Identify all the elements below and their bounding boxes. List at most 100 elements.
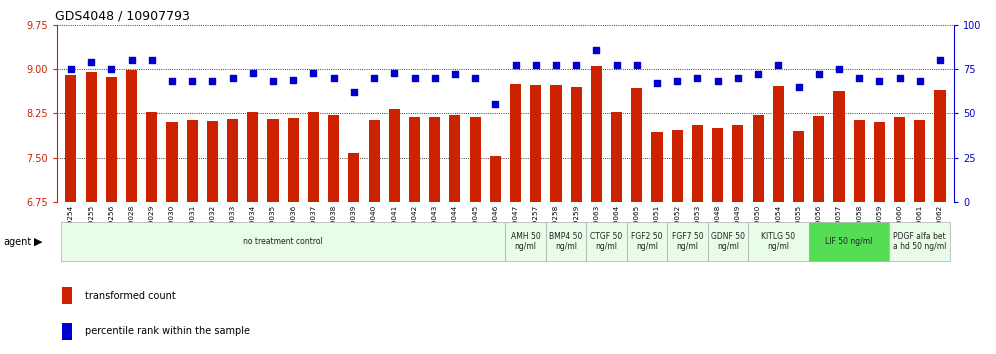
Point xyxy=(730,75,746,81)
Bar xyxy=(934,90,945,202)
Bar xyxy=(712,128,723,202)
Point xyxy=(164,79,180,84)
Point xyxy=(791,84,807,90)
Bar xyxy=(773,86,784,202)
Point xyxy=(508,63,524,68)
Bar xyxy=(349,153,360,202)
Bar xyxy=(753,115,764,202)
Text: percentile rank within the sample: percentile rank within the sample xyxy=(85,326,250,336)
Bar xyxy=(631,88,642,202)
FancyBboxPatch shape xyxy=(667,222,707,261)
Point xyxy=(528,63,544,68)
Bar xyxy=(207,121,218,202)
Text: FGF2 50
ng/ml: FGF2 50 ng/ml xyxy=(631,232,662,251)
FancyBboxPatch shape xyxy=(61,222,505,261)
Point xyxy=(467,75,483,81)
Point xyxy=(487,102,503,107)
Bar xyxy=(894,118,905,202)
Text: ▶: ▶ xyxy=(34,236,43,247)
Bar xyxy=(429,118,440,202)
Text: no treatment control: no treatment control xyxy=(243,237,323,246)
Point xyxy=(346,89,362,95)
Bar xyxy=(732,125,743,202)
Bar xyxy=(227,119,238,202)
Bar xyxy=(268,119,279,202)
Point xyxy=(245,70,261,75)
Bar xyxy=(551,85,562,202)
Point xyxy=(306,70,322,75)
Point xyxy=(609,63,624,68)
Bar xyxy=(530,85,542,202)
FancyBboxPatch shape xyxy=(809,222,889,261)
Point xyxy=(143,57,159,63)
Bar xyxy=(510,84,521,202)
Bar xyxy=(86,72,97,202)
Text: AMH 50
ng/ml: AMH 50 ng/ml xyxy=(511,232,541,251)
Point xyxy=(265,79,281,84)
Bar xyxy=(854,120,865,202)
Point xyxy=(63,66,79,72)
Text: GDNF 50
ng/ml: GDNF 50 ng/ml xyxy=(711,232,745,251)
Bar xyxy=(126,70,137,202)
FancyBboxPatch shape xyxy=(626,222,667,261)
Bar xyxy=(247,112,258,202)
Bar xyxy=(328,115,340,202)
Bar xyxy=(66,75,77,202)
Point xyxy=(770,63,786,68)
Bar xyxy=(469,118,481,202)
Point xyxy=(184,79,200,84)
Text: PDGF alfa bet
a hd 50 ng/ml: PDGF alfa bet a hd 50 ng/ml xyxy=(893,232,946,251)
Point xyxy=(669,79,685,84)
Point xyxy=(326,75,342,81)
Bar xyxy=(409,118,420,202)
Bar xyxy=(793,131,804,202)
Point xyxy=(811,72,827,77)
Bar xyxy=(369,120,379,202)
Point xyxy=(83,59,99,65)
Point xyxy=(912,79,928,84)
Point xyxy=(204,79,220,84)
Bar xyxy=(449,115,460,202)
Point xyxy=(852,75,868,81)
Bar xyxy=(490,156,501,202)
FancyBboxPatch shape xyxy=(748,222,809,261)
Point xyxy=(569,63,585,68)
Point xyxy=(104,66,120,72)
Bar xyxy=(388,109,399,202)
Point xyxy=(426,75,442,81)
FancyBboxPatch shape xyxy=(889,222,950,261)
Point xyxy=(710,79,726,84)
Point xyxy=(124,57,139,63)
Text: LIF 50 ng/ml: LIF 50 ng/ml xyxy=(826,237,872,246)
Point xyxy=(285,77,301,82)
Bar xyxy=(166,122,177,202)
Point xyxy=(367,75,382,81)
Point xyxy=(872,79,887,84)
Point xyxy=(831,66,847,72)
Point xyxy=(225,75,241,81)
Text: FGF7 50
ng/ml: FGF7 50 ng/ml xyxy=(671,232,703,251)
Bar xyxy=(914,120,925,202)
Bar xyxy=(813,116,825,202)
Text: CTGF 50
ng/ml: CTGF 50 ng/ml xyxy=(591,232,622,251)
Point xyxy=(628,63,644,68)
FancyBboxPatch shape xyxy=(546,222,587,261)
Bar xyxy=(671,130,683,202)
Point xyxy=(750,72,766,77)
Point xyxy=(891,75,907,81)
Bar xyxy=(651,132,662,202)
Point xyxy=(689,75,705,81)
FancyBboxPatch shape xyxy=(505,222,546,261)
Point xyxy=(589,47,605,52)
Text: transformed count: transformed count xyxy=(85,291,175,301)
FancyBboxPatch shape xyxy=(707,222,748,261)
Bar xyxy=(308,112,319,202)
Text: BMP4 50
ng/ml: BMP4 50 ng/ml xyxy=(550,232,583,251)
Bar xyxy=(612,112,622,202)
Bar xyxy=(591,66,602,202)
Bar xyxy=(873,122,884,202)
Point xyxy=(447,72,463,77)
Point xyxy=(386,70,402,75)
Bar xyxy=(288,118,299,202)
Bar xyxy=(186,120,198,202)
